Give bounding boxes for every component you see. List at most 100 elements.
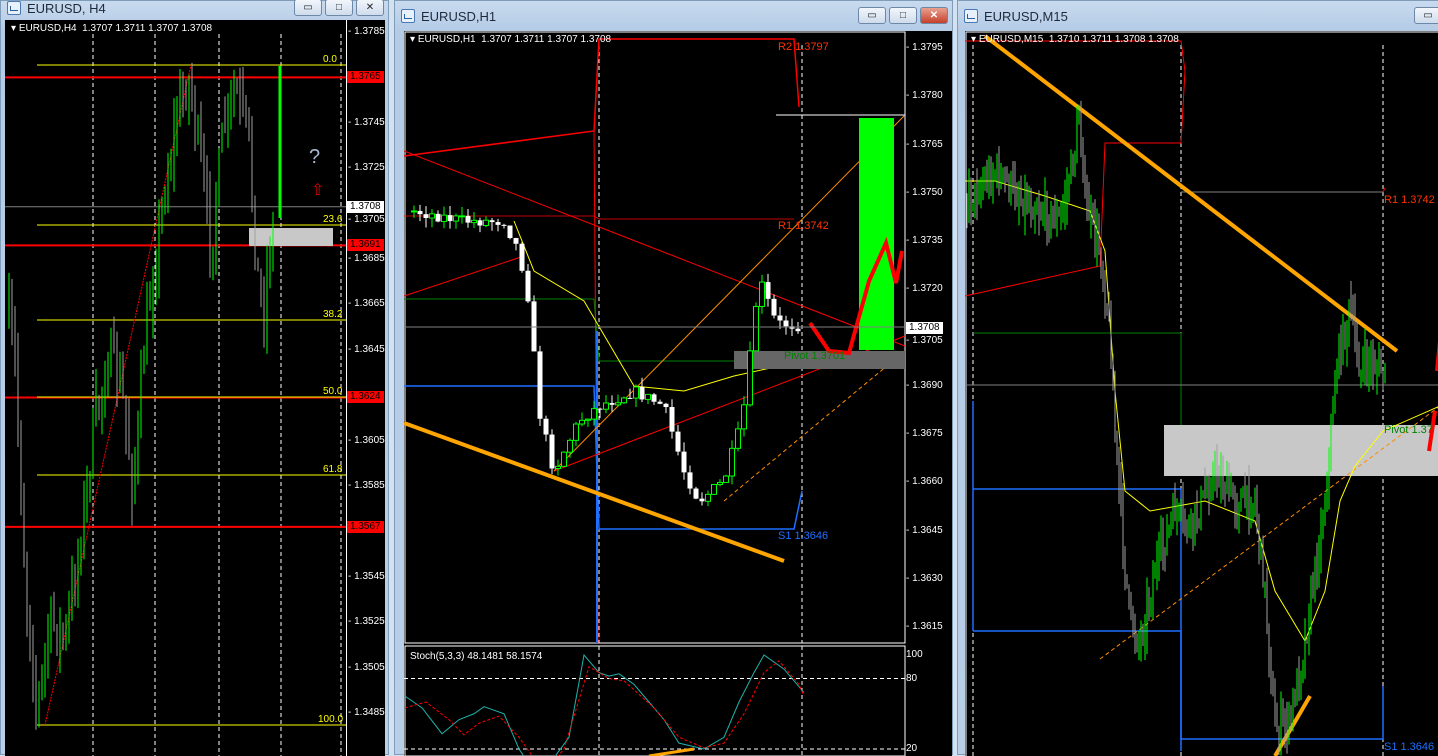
candle-body	[711, 483, 717, 495]
candle-body	[525, 270, 531, 302]
candle-body	[501, 224, 507, 226]
candle-body	[573, 423, 579, 441]
support-trendline	[404, 421, 785, 563]
maximize-button[interactable]: □	[325, 0, 353, 16]
price-axis-label: - 1.3485	[348, 707, 385, 718]
price-chart-m15[interactable]: ▾ EURUSD,M15 1.3710 1.3711 1.3708 1.3708…	[965, 31, 1438, 756]
candle-body	[675, 431, 681, 452]
candle-body	[747, 350, 753, 406]
price-tag-level1: 1.3765	[347, 71, 384, 84]
close-button[interactable]: ✕	[920, 7, 948, 24]
candle-body	[687, 472, 693, 489]
candle-body	[603, 402, 609, 410]
minimize-button[interactable]: ▭	[858, 7, 886, 24]
s1-line	[404, 385, 803, 530]
r1-line	[965, 40, 1186, 297]
chart-window-m15[interactable]: EURUSD,M15 ▭ ▾ EURUSD,M15 1.3710 1.3711 …	[957, 0, 1438, 756]
candle-body	[465, 215, 471, 223]
pivot-s1-label: S1 1.3646	[1384, 741, 1435, 753]
moving-average	[965, 180, 1438, 643]
fib-label-f50: 50.0	[323, 386, 343, 397]
candle-body	[435, 213, 441, 222]
window-title: EURUSD,H1	[421, 8, 497, 24]
stoch-pane-frame	[404, 645, 906, 756]
candle-body	[657, 401, 663, 404]
projected-path	[808, 236, 904, 356]
candle-body	[663, 403, 669, 408]
candle-body	[471, 219, 477, 224]
price-tag-level2: 1.3691	[347, 239, 384, 252]
candle-body	[723, 475, 729, 483]
channel-line	[553, 115, 905, 472]
price-tag-level4: 1.3567	[347, 520, 384, 533]
stoch-axis-label: 80	[906, 672, 918, 684]
chart-window-h4[interactable]: EURUSD, H4 ▭ □ ✕ ▾ EURUSD,H4 1.3707 1.37…	[0, 0, 389, 756]
price-chart-h4[interactable]: ▾ EURUSD,H4 1.3707 1.3711 1.3707 1.3708 …	[5, 20, 385, 756]
main-pane-frame	[404, 31, 906, 644]
price-axis-label: - 1.3735	[906, 235, 943, 246]
candle-body	[519, 243, 525, 271]
price-axis-label: - 1.3765	[906, 138, 943, 150]
price-axis-label: - 1.3705	[348, 213, 385, 225]
candle-body	[483, 219, 489, 226]
projected-path	[1427, 410, 1437, 452]
candle-body	[705, 493, 711, 502]
fib-label-f618: 61.8	[323, 464, 343, 475]
pivot-r1-label: R1 1.3742	[778, 220, 829, 232]
projection-line	[1099, 406, 1438, 660]
candle-body	[741, 404, 747, 430]
minimize-button[interactable]: ▭	[1414, 7, 1438, 24]
axis-border	[346, 20, 347, 756]
resistance-trendline	[983, 34, 1399, 353]
price-axis-label: - 1.3605	[348, 434, 385, 446]
price-axis-label: - 1.3505	[348, 661, 385, 673]
candle-body	[771, 298, 777, 316]
fib-trend-line	[44, 64, 192, 726]
price-axis-label: - 1.3585	[348, 480, 385, 491]
candle-body	[459, 215, 465, 218]
price-axis-label: - 1.3785	[348, 26, 385, 37]
candle-body	[627, 397, 633, 399]
supply-zone-box	[249, 228, 333, 246]
stoch-axis-label: 20	[906, 743, 918, 754]
price-axis-label: - 1.3545	[348, 570, 385, 582]
r1-line	[404, 215, 794, 220]
candle-body	[645, 393, 651, 400]
candle-body	[597, 408, 603, 410]
price-axis-label: - 1.3750	[906, 186, 943, 198]
title-bar[interactable]: EURUSD,M15 ▭	[958, 1, 1438, 31]
question-mark-annotation: ?	[309, 146, 321, 168]
title-bar[interactable]: EURUSD, H4 ▭ □ ✕	[1, 0, 388, 17]
candle-body	[783, 320, 789, 327]
chart-window-icon	[401, 9, 415, 23]
candle-body	[681, 451, 687, 473]
minimize-button[interactable]: ▭	[294, 0, 322, 16]
pivot-label: Pivot 1.3701	[784, 350, 846, 362]
pivot-r2-label: R2 1.3797	[778, 41, 829, 53]
chart-window-h1[interactable]: EURUSD,H1 ▭ □ ✕ ▾ EURUSD,H1 1.3707 1.371…	[394, 0, 953, 756]
close-button[interactable]: ✕	[356, 0, 384, 16]
candle-body	[585, 418, 591, 421]
price-axis-label: - 1.3665	[348, 298, 385, 310]
current-price-tag: 1.3708	[347, 200, 384, 213]
downtrend-line	[404, 150, 906, 347]
stoch-main-line	[404, 653, 805, 756]
price-axis-label: - 1.3615	[906, 621, 943, 632]
candle-body	[651, 394, 657, 402]
r1-tick	[1382, 187, 1386, 193]
title-bar[interactable]: EURUSD,H1 ▭ □ ✕	[395, 1, 952, 31]
chart-window-icon	[7, 1, 21, 15]
candle-body	[579, 419, 585, 425]
ma-line	[404, 255, 525, 297]
candle-body	[615, 402, 621, 406]
candle-body	[759, 281, 765, 307]
candle-body	[735, 428, 741, 449]
price-chart-h1[interactable]: ▾ EURUSD,H1 1.3707 1.3711 1.3707 1.3708 …	[404, 31, 952, 756]
s2-line	[973, 630, 1182, 751]
candle-body	[591, 408, 597, 420]
maximize-button[interactable]: □	[889, 7, 917, 24]
pivot-zone-box	[734, 351, 905, 369]
price-axis-label: - 1.3630	[906, 572, 943, 584]
candle-body	[729, 447, 735, 477]
arrow-up-icon: ⇧	[311, 182, 325, 199]
